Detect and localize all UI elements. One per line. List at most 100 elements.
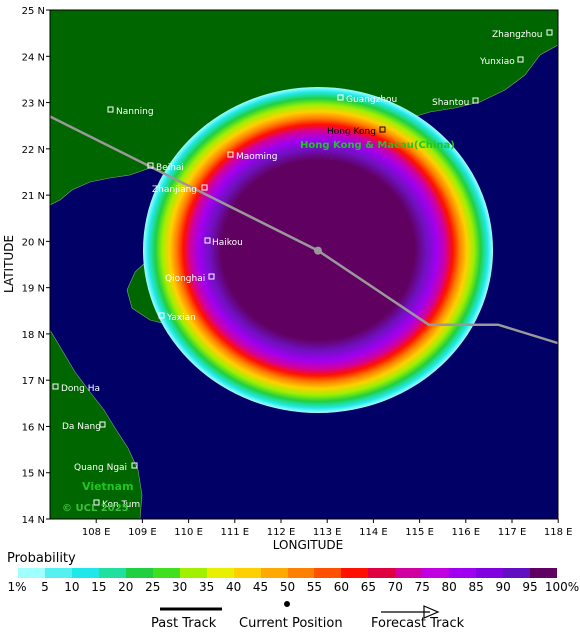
legend-title: Probability: [7, 551, 76, 566]
legend-label: 60: [333, 580, 350, 594]
legend-swatch: [98, 568, 126, 578]
city-hongkong: Hong Kong: [327, 127, 376, 137]
legend-label: 90: [495, 580, 511, 594]
lat-tick-label: 16 N: [22, 422, 45, 433]
legend-label: 35: [199, 580, 215, 594]
legend-swatch: [341, 568, 369, 578]
legend-label: 75: [414, 580, 430, 594]
legend-label: 80: [441, 580, 457, 594]
current-position-symbol: [284, 601, 290, 607]
legend-label: 15: [91, 580, 107, 594]
lat-tick-label: 24 N: [22, 52, 45, 63]
city-yaxian: Yaxian: [166, 313, 196, 323]
city-nanning: Nanning: [116, 107, 154, 117]
city-kontum: Kon Tum: [102, 500, 140, 510]
legend-label: 1%: [7, 580, 27, 594]
city-beihai: Beihai: [156, 163, 184, 173]
legend-swatch: [179, 568, 207, 578]
legend-label: 50: [279, 580, 296, 594]
latitude-ticks: 25 N 24 N 23 N 22 N 21 N 20 N 19 N 18 N 17 N 16 N…: [22, 6, 50, 526]
city-zhangzhou: Zhangzhou: [492, 30, 542, 40]
city-labels: Zhangzhou Yunxiao Nanning Guangzhou Shan…: [52, 29, 553, 510]
forecast-track-line: [50, 115, 558, 345]
legend-swatch: [44, 568, 72, 578]
lon-tick-label: 116 E: [452, 527, 481, 538]
legend-swatch: [530, 568, 558, 578]
y-axis-title: LATITUDE: [2, 235, 16, 293]
lon-tick-label: 114 E: [359, 527, 388, 538]
legend-swatch: [206, 568, 234, 578]
city-quangngai: Quang Ngai: [74, 463, 127, 473]
city-shantou: Shantou: [432, 98, 469, 108]
legend-swatch: [71, 568, 99, 578]
lon-tick-label: 117 E: [498, 527, 527, 538]
x-axis-title: LONGITUDE: [273, 538, 343, 552]
legend-label: 85: [468, 580, 484, 594]
legend-label: 40: [225, 580, 242, 594]
lon-tick-label: 108 E: [82, 527, 111, 538]
plot-frame: [49, 9, 559, 520]
city-danang: Da Nang: [62, 422, 101, 432]
region-label-hk-macau: Hong Kong & Macau(China): [300, 140, 455, 151]
probability-color-bar: [18, 568, 558, 578]
lat-tick-label: 23 N: [22, 99, 45, 110]
legend-label: 45: [252, 580, 269, 594]
lon-tick-label: 112 E: [267, 527, 296, 538]
legend-swatch: [152, 568, 180, 578]
lat-tick-label: 18 N: [22, 330, 45, 341]
lon-tick-label: 111 E: [221, 527, 250, 538]
city-maoming: Maoming: [236, 152, 277, 162]
lat-tick-label: 17 N: [22, 376, 45, 387]
city-guangzhou: Guangzhou: [346, 95, 397, 105]
legend-label: 65: [360, 580, 376, 594]
legend-swatch: [18, 568, 45, 578]
lat-tick-label: 19 N: [22, 284, 45, 295]
legend-swatch: [476, 568, 504, 578]
lat-tick-label: 14 N: [22, 515, 45, 526]
legend-label: 30: [172, 580, 188, 594]
legend-swatch: [422, 568, 450, 578]
copyright-text: © UCL 2025: [62, 503, 129, 514]
lon-tick-label: 110 E: [174, 527, 203, 538]
lon-tick-label: 118 E: [544, 527, 573, 538]
legend-label: 25: [145, 580, 161, 594]
legend-label: 100%: [544, 580, 580, 594]
lat-tick-label: 21 N: [22, 191, 45, 202]
longitude-ticks: 108 E 109 E 110 E 111 E 112 E 113 E 114 E 115 E…: [82, 519, 573, 538]
legend-label: 95: [522, 580, 538, 594]
legend-label: 55: [306, 580, 323, 594]
city-haikou: Haikou: [212, 238, 243, 248]
region-label-vietnam: Vietnam: [82, 480, 134, 493]
legend-swatch: [287, 568, 315, 578]
legend-swatch: [125, 568, 153, 578]
legend-swatch: [449, 568, 477, 578]
legend-label: 10: [64, 580, 80, 594]
legend-swatch: [260, 568, 288, 578]
legend-label: 5: [41, 580, 49, 594]
lat-tick-label: 22 N: [22, 145, 45, 156]
city-yunxiao: Yunxiao: [479, 57, 515, 67]
legend-swatch: [314, 568, 342, 578]
legend-label: 70: [387, 580, 403, 594]
legend-swatch: [233, 568, 261, 578]
vietnam-land: [50, 329, 143, 519]
forecast-arrowhead-icon: [423, 605, 440, 619]
lon-tick-label: 109 E: [128, 527, 157, 538]
lat-tick-label: 20 N: [22, 237, 45, 248]
lat-tick-label: 25 N: [22, 6, 45, 17]
legend-swatch: [503, 568, 531, 578]
city-qionghai: Qionghai: [165, 274, 205, 284]
lat-tick-label: 15 N: [22, 469, 45, 480]
key-forecast-track-label: Forecast Track: [371, 616, 465, 631]
legend-swatch: [395, 568, 423, 578]
lon-tick-label: 113 E: [313, 527, 342, 538]
legend-swatch: [368, 568, 396, 578]
key-current-position-label: Current Position: [239, 616, 343, 631]
key-past-track-label: Past Track: [151, 616, 217, 631]
city-dongha: Dong Ha: [61, 384, 100, 394]
legend-label: 20: [118, 580, 134, 594]
city-zhanjiang: Zhanjiang: [152, 185, 197, 195]
current-position-marker: [313, 246, 322, 255]
lon-tick-label: 115 E: [405, 527, 434, 538]
